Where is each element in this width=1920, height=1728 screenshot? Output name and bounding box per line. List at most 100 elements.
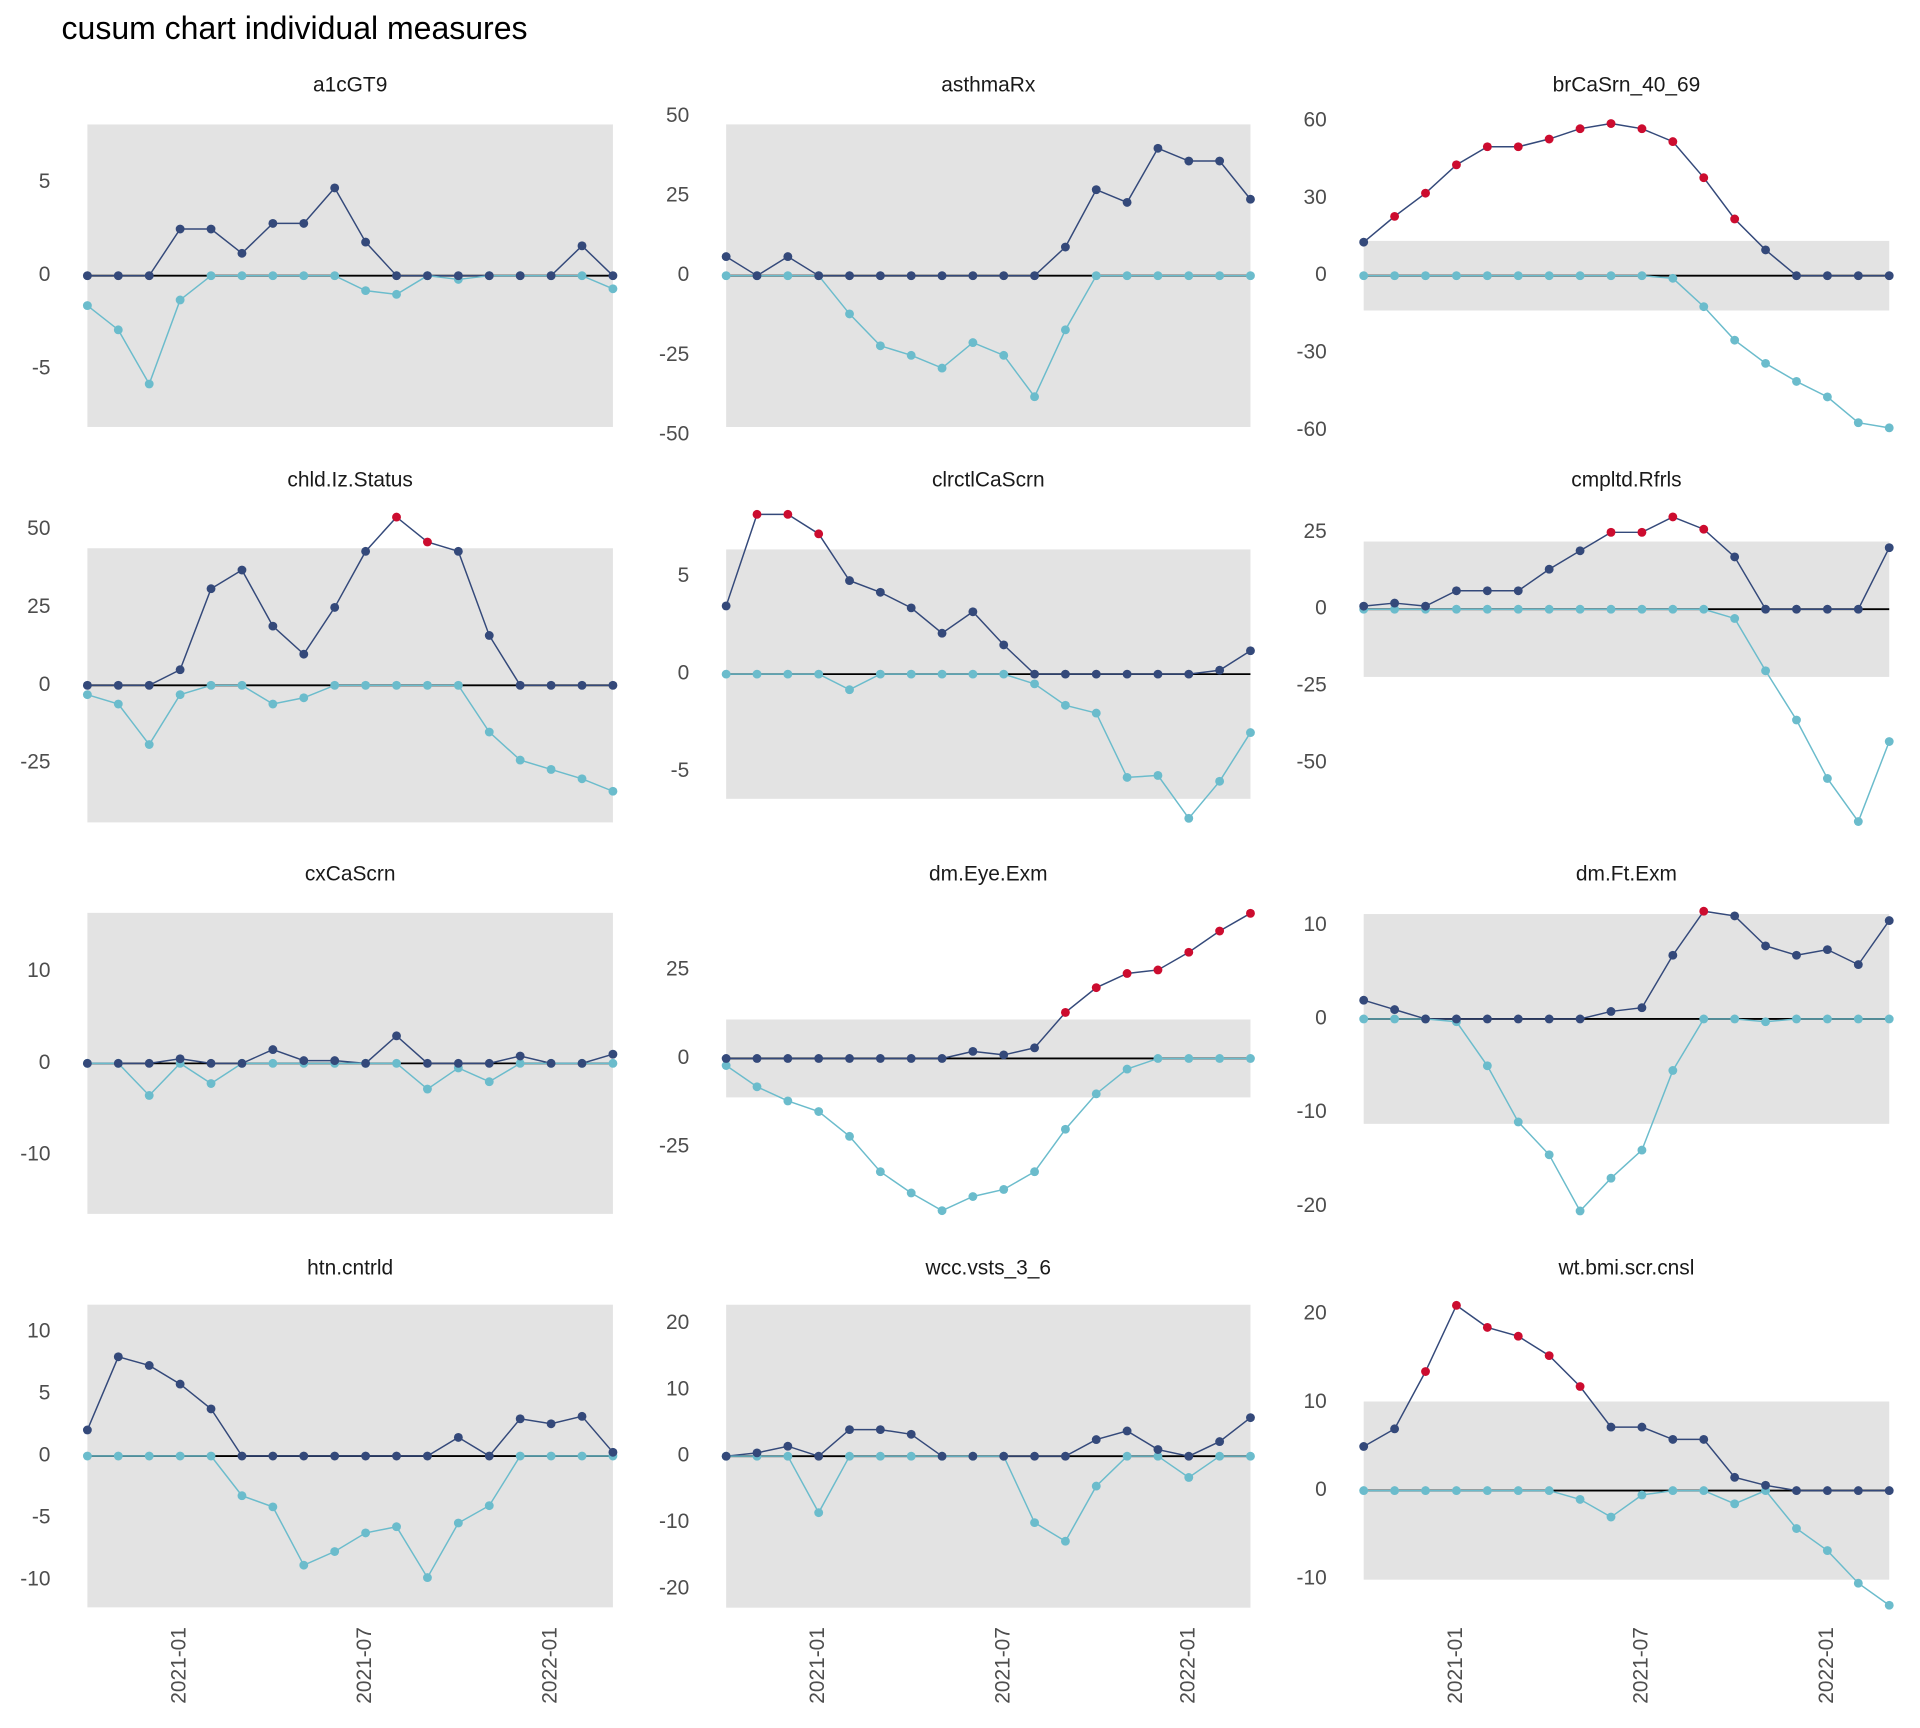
- point: [1792, 950, 1801, 960]
- point: [937, 628, 947, 638]
- point: [1792, 1524, 1801, 1533]
- point: [237, 1058, 247, 1068]
- point: [1853, 418, 1863, 428]
- point: [1184, 271, 1194, 281]
- point: [299, 649, 309, 659]
- y-tick-label: -20: [1297, 1194, 1327, 1217]
- point: [1544, 1150, 1554, 1160]
- point: [268, 621, 278, 631]
- point: [845, 1451, 854, 1461]
- point: [1575, 1382, 1585, 1391]
- series-line: [1363, 1304, 1890, 1492]
- panel-title: wt.bmi.scr.cnsl: [1558, 1256, 1695, 1279]
- point: [144, 1451, 154, 1461]
- point: [1215, 156, 1225, 166]
- point: [1822, 774, 1832, 783]
- point: [392, 1031, 401, 1041]
- point: [1884, 271, 1894, 281]
- point: [237, 565, 247, 575]
- point: [546, 680, 556, 690]
- point: [1246, 646, 1255, 656]
- point: [1575, 124, 1585, 134]
- point: [1792, 1014, 1801, 1024]
- point: [845, 1425, 854, 1435]
- y-tick-label: -10: [1297, 1100, 1327, 1123]
- y-tick-label: 0: [678, 1444, 690, 1467]
- point: [1792, 604, 1801, 614]
- point: [1884, 1600, 1894, 1610]
- point: [268, 271, 278, 281]
- point: [361, 1528, 371, 1538]
- point: [968, 1192, 978, 1201]
- series-line: [87, 1455, 613, 1580]
- point: [1853, 817, 1863, 826]
- series-line: [86, 1355, 614, 1457]
- y-tick-label: -5: [671, 759, 690, 782]
- point: [1421, 1014, 1430, 1024]
- point: [361, 286, 371, 296]
- point: [608, 1049, 618, 1059]
- series-line: [87, 516, 613, 687]
- y-tick-label: 0: [678, 263, 690, 286]
- point: [392, 289, 401, 299]
- point: [1730, 911, 1740, 921]
- point: [1091, 1481, 1101, 1491]
- point: [237, 1491, 247, 1501]
- point: [1390, 1486, 1400, 1496]
- point: [1421, 1486, 1430, 1496]
- point: [453, 1518, 463, 1528]
- point: [783, 509, 793, 519]
- point: [1482, 1014, 1492, 1024]
- series-line: [726, 274, 1251, 399]
- point: [906, 603, 916, 613]
- point: [1452, 586, 1461, 596]
- point: [875, 1425, 885, 1435]
- series-line: [1363, 274, 1890, 429]
- point: [1884, 916, 1894, 926]
- point: [1482, 604, 1492, 614]
- y-tick-label: 0: [678, 1046, 690, 1069]
- y-tick-label: -25: [1297, 674, 1327, 697]
- point: [1091, 1435, 1101, 1445]
- series-line: [726, 1455, 1251, 1543]
- panel-title: htn.cntrld: [307, 1256, 393, 1279]
- y-tick-label: 25: [666, 184, 689, 207]
- point: [1544, 1351, 1554, 1361]
- point: [1060, 1536, 1070, 1546]
- point: [546, 271, 556, 281]
- point: [1637, 1490, 1647, 1500]
- point: [1513, 142, 1523, 152]
- point: [906, 1429, 916, 1439]
- point: [906, 1188, 916, 1198]
- point: [144, 271, 154, 281]
- point: [1390, 598, 1400, 608]
- point: [1761, 358, 1771, 368]
- point: [875, 1451, 885, 1461]
- point: [268, 218, 278, 228]
- point: [1699, 906, 1709, 916]
- series-line: [725, 513, 1251, 675]
- point: [1060, 325, 1070, 335]
- point: [875, 587, 885, 597]
- point: [845, 685, 854, 695]
- point: [1761, 604, 1771, 614]
- series-line: [87, 1034, 614, 1065]
- point: [608, 1058, 618, 1068]
- point: [144, 1361, 154, 1370]
- point: [175, 1379, 185, 1389]
- point: [113, 325, 123, 335]
- y-tick-label: 0: [39, 1444, 51, 1467]
- panel-title: cmpltd.Rfrls: [1571, 469, 1681, 492]
- point: [1606, 1422, 1616, 1432]
- point: [1668, 604, 1678, 614]
- point: [875, 1167, 885, 1177]
- point: [484, 631, 494, 640]
- point: [783, 1054, 793, 1063]
- point: [1668, 137, 1678, 147]
- point: [721, 271, 731, 281]
- point: [113, 680, 123, 690]
- point: [1853, 960, 1863, 970]
- point: [814, 1054, 824, 1063]
- point: [392, 1451, 401, 1461]
